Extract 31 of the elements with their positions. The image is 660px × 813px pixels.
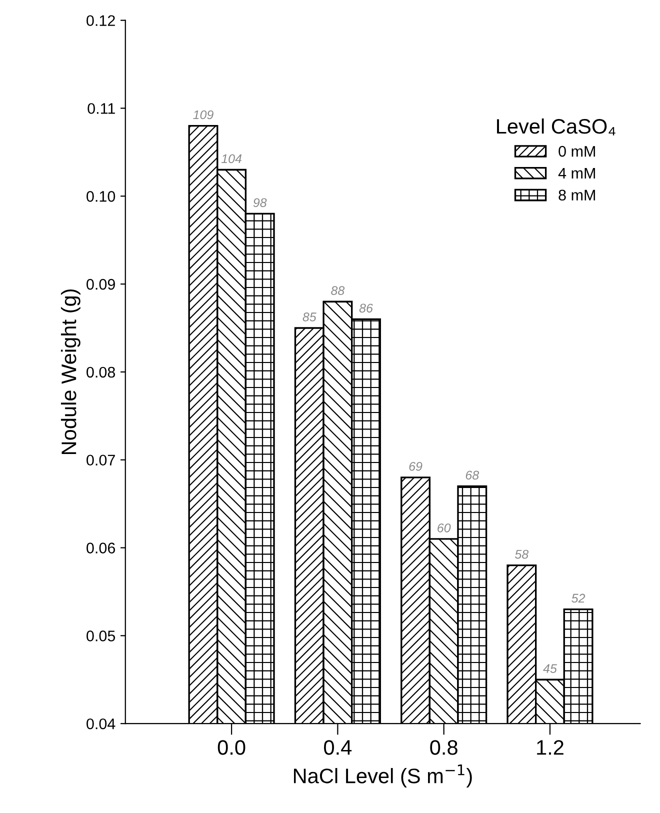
y-tick-label: 0.05 [86, 630, 116, 642]
annotation: 98 [253, 198, 267, 208]
x-axis-title: NaCl Level (S m$^{−1}$) [294, 764, 472, 788]
y-tick-label: 0.06 [86, 542, 116, 554]
annotation: 58 [515, 550, 529, 559]
y-tick-label: 0.04 [86, 718, 116, 730]
annotation: 68 [466, 470, 480, 480]
legend-title: Level CaSO₄ [497, 118, 616, 136]
legend-label: 0 mM [558, 146, 595, 157]
annotation: 60 [438, 523, 451, 532]
annotation: 104 [221, 154, 242, 164]
annotation: 45 [543, 664, 557, 673]
x-tick-label: 0.4 [324, 740, 352, 755]
annotation: 86 [359, 304, 373, 313]
x-tick-label: 0.8 [430, 740, 458, 755]
y-axis-title: Nodule Weight (g) [60, 289, 80, 454]
y-tick-label: 0.10 [86, 191, 116, 202]
y-tick-label: 0.08 [86, 366, 116, 378]
x-tick-label: 1.2 [537, 740, 564, 755]
legend-label: 4 mM [558, 168, 595, 178]
annotation: 85 [302, 312, 316, 322]
x-tick-label: 0.0 [218, 740, 246, 755]
annotation: 109 [193, 110, 214, 120]
annotation: 52 [572, 594, 586, 603]
legend-label: 8 mM [558, 190, 595, 201]
y-tick-label: 0.09 [86, 278, 115, 290]
y-tick-label: 0.11 [88, 103, 115, 114]
annotation: 88 [331, 286, 345, 295]
y-tick-label: 0.07 [86, 454, 115, 466]
y-tick-label: 0.12 [86, 15, 115, 26]
annotation: 69 [409, 462, 422, 471]
